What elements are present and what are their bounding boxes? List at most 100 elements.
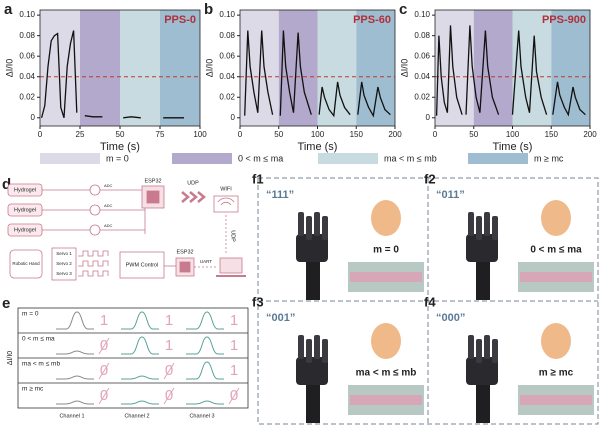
palm xyxy=(466,357,498,385)
channel-label: Channel 3 xyxy=(189,413,214,419)
hand-box xyxy=(9,249,43,279)
adc-node xyxy=(89,224,101,236)
y-tick-label: 0.04 xyxy=(414,72,430,81)
digit-slash xyxy=(98,362,110,380)
condition: m = 0 xyxy=(373,245,399,256)
x-axis-label: Time (s) xyxy=(100,141,140,153)
x-tick-label: 100 xyxy=(311,130,325,139)
y-tick-label: 0 xyxy=(231,113,236,122)
pwm-box xyxy=(119,251,165,279)
x-tick-label: 200 xyxy=(388,130,402,139)
adc-node xyxy=(89,184,101,196)
signal-bump xyxy=(121,311,159,330)
finger xyxy=(306,216,312,240)
pwm-label: PWM Control xyxy=(126,262,159,268)
robot-hand xyxy=(466,212,498,300)
signal-bump xyxy=(121,400,159,405)
condition: m ≥ mc xyxy=(539,368,574,379)
chip-core xyxy=(146,190,160,204)
legend-label: m ≥ mc xyxy=(534,153,564,163)
region xyxy=(278,10,318,126)
chevrons xyxy=(181,191,206,203)
esp32-label: ESP32 xyxy=(176,249,193,255)
panel-label: c xyxy=(399,1,407,18)
legend-label: m = 0 xyxy=(106,153,129,163)
digit-slash xyxy=(98,387,110,405)
row-label: m ≥ mc xyxy=(22,386,44,393)
annotation: PPS-60 xyxy=(353,14,391,26)
uart-label: UART xyxy=(200,259,212,264)
y-tick-label: 0.10 xyxy=(19,10,35,19)
laptop xyxy=(219,257,243,274)
signal-bump xyxy=(121,336,159,355)
y-tick-label: 0.10 xyxy=(414,10,430,19)
region xyxy=(356,10,395,126)
channel-label: Channel 2 xyxy=(124,413,149,419)
finger xyxy=(484,335,490,359)
y-tick-label: 0.02 xyxy=(219,92,235,101)
y-tick-label: 0.08 xyxy=(414,31,430,40)
y-axis-label: ΔI/I0 xyxy=(204,59,214,78)
region xyxy=(160,10,200,126)
finger xyxy=(476,339,482,363)
y-tick-label: 0.06 xyxy=(19,51,35,60)
pwm-wave xyxy=(78,250,109,277)
human-hand xyxy=(371,200,401,236)
x-tick-label: 50 xyxy=(274,130,283,139)
y-axis-label: ΔI/I0 xyxy=(399,59,409,78)
servo-label: Servo 1 xyxy=(56,251,72,256)
channel-label: Channel 1 xyxy=(59,413,84,419)
palm xyxy=(296,357,328,385)
signal-bump xyxy=(186,361,224,380)
finger xyxy=(468,212,474,236)
legend-swatch xyxy=(468,153,528,164)
panel-label: f1 xyxy=(252,171,264,186)
finger xyxy=(476,216,482,240)
servo-label: Servo 3 xyxy=(56,271,72,276)
legend-swatch xyxy=(172,153,232,164)
wifi-label: WIFI xyxy=(220,186,232,192)
digit-slash xyxy=(163,387,175,405)
digit-slash xyxy=(228,387,240,405)
hydrogel-label: Hydrogel xyxy=(14,187,36,193)
x-tick-label: 25 xyxy=(76,130,85,139)
digit: 1 xyxy=(100,312,108,329)
legend-swatch xyxy=(40,153,100,164)
x-tick-label: 75 xyxy=(156,130,165,139)
data-line xyxy=(435,25,586,117)
region xyxy=(120,10,160,126)
finger xyxy=(492,339,498,363)
wires xyxy=(42,186,146,234)
hydrogel-box xyxy=(7,203,43,217)
signal-bump xyxy=(186,311,224,330)
adc-node xyxy=(89,204,101,216)
x-tick-label: 150 xyxy=(350,130,364,139)
panel-label: e xyxy=(2,295,10,312)
legend-label: ma < m ≤ mb xyxy=(384,153,437,163)
region xyxy=(551,10,590,126)
signal-bump xyxy=(56,311,94,330)
human-hand xyxy=(541,323,571,359)
x-tick-label: 100 xyxy=(193,130,207,139)
y-tick-label: 0.04 xyxy=(219,72,235,81)
code: “111” xyxy=(266,189,294,201)
panel-label: f3 xyxy=(252,294,264,309)
robot-hand xyxy=(296,212,328,300)
x-tick-label: 200 xyxy=(583,130,597,139)
y-tick-label: 0.08 xyxy=(219,31,235,40)
signal-bump xyxy=(56,400,94,405)
sensor-strip xyxy=(520,272,592,282)
annotation: PPS-900 xyxy=(542,14,586,26)
y-tick-label: 0.02 xyxy=(19,92,35,101)
signal-bump xyxy=(56,350,94,355)
human-hand xyxy=(541,200,571,236)
region xyxy=(40,10,80,126)
y-tick-label: 0.06 xyxy=(414,51,430,60)
signal-bump xyxy=(56,375,94,380)
y-tick-label: 0 xyxy=(426,113,431,122)
panel-label: f2 xyxy=(424,171,436,186)
finger xyxy=(322,216,328,240)
x-tick-label: 0 xyxy=(38,130,43,139)
digit: 1 xyxy=(230,362,238,379)
